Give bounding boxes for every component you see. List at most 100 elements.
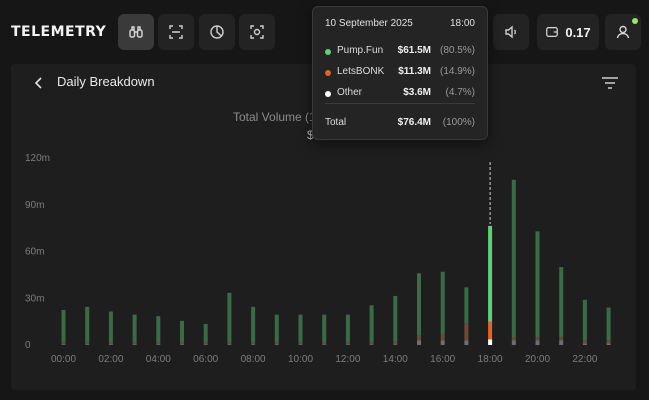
panel-title: Daily Breakdown xyxy=(57,74,155,89)
tooltip-total-label: Total xyxy=(325,117,347,128)
bar-segment-letsbonk[interactable] xyxy=(417,335,421,341)
bar-segment-letsbonk[interactable] xyxy=(511,337,516,341)
bar-segment-pump-fun[interactable] xyxy=(156,316,161,343)
bar-segment-pump-fun[interactable] xyxy=(85,306,90,343)
bar-segment-letsbonk[interactable] xyxy=(108,342,113,345)
online-status-dot xyxy=(632,18,638,24)
bar-segment-other[interactable] xyxy=(606,343,611,345)
user-button[interactable] xyxy=(605,14,641,50)
bar-segment-other[interactable] xyxy=(417,340,421,345)
x-tick-label: 12:00 xyxy=(335,354,360,365)
bar-segment-letsbonk[interactable] xyxy=(85,342,90,345)
chart-tooltip: 10 September 2025 18:00 Pump.Fun $61.5M (8… xyxy=(312,6,488,140)
bar-segment-pump-fun[interactable] xyxy=(227,292,232,343)
bar-segment-pump-fun[interactable] xyxy=(464,287,469,324)
bar-segment-letsbonk[interactable] xyxy=(132,342,137,345)
bar-segment-other[interactable] xyxy=(85,344,90,345)
x-tick-label: 06:00 xyxy=(193,354,218,365)
tooltip-row: Pump.Fun $61.5M (80.5%) xyxy=(325,45,475,59)
app-logo[interactable]: TELEMETRY xyxy=(11,24,107,40)
bar-segment-other[interactable] xyxy=(61,344,66,345)
nav-target-button[interactable] xyxy=(239,14,275,50)
bar-segment-letsbonk[interactable] xyxy=(582,340,587,344)
sound-button[interactable] xyxy=(493,14,529,50)
bar-segment-pump-fun[interactable] xyxy=(298,314,303,343)
bar-segment-letsbonk[interactable] xyxy=(274,342,279,345)
x-tick-label: 16:00 xyxy=(430,354,455,365)
bar-segment-letsbonk[interactable] xyxy=(440,334,445,341)
bar-segment-other[interactable] xyxy=(203,344,208,345)
bar-segment-other[interactable] xyxy=(156,344,161,345)
bar-segment-other[interactable] xyxy=(369,344,374,345)
nav-analytics-button[interactable] xyxy=(199,14,235,50)
bar-segment-other[interactable] xyxy=(251,344,256,345)
bar-segment-pump-fun[interactable] xyxy=(393,295,398,342)
bar-segment-pump-fun[interactable] xyxy=(582,299,587,341)
nav-scan-button[interactable] xyxy=(158,14,194,50)
wallet-button[interactable]: 0.17 xyxy=(537,14,599,50)
bar-segment-pump-fun[interactable] xyxy=(61,309,66,343)
nav-binoculars-button[interactable] xyxy=(118,14,154,50)
tooltip-row: LetsBONK $11.3M (14.9%) xyxy=(325,66,475,80)
bar-segment-other[interactable] xyxy=(274,344,279,345)
bar-segment-other[interactable] xyxy=(227,344,232,345)
bar-segment-other[interactable] xyxy=(488,339,493,345)
bar-segment-pump-fun[interactable] xyxy=(440,271,445,335)
bar-segment-other[interactable] xyxy=(345,344,350,345)
y-tick-label: 30m xyxy=(25,293,44,304)
bar-segment-other[interactable] xyxy=(535,340,540,345)
bar-segment-pump-fun[interactable] xyxy=(345,314,350,343)
bar-segment-pump-fun[interactable] xyxy=(535,231,540,338)
bar-segment-other[interactable] xyxy=(511,340,516,345)
bar-segment-pump-fun[interactable] xyxy=(488,225,493,322)
bar-segment-letsbonk[interactable] xyxy=(535,337,540,341)
bar-segment-letsbonk[interactable] xyxy=(203,342,208,345)
bar-segment-letsbonk[interactable] xyxy=(559,337,564,341)
bar-segment-other[interactable] xyxy=(298,344,303,345)
bar-segment-pump-fun[interactable] xyxy=(606,307,611,341)
bar-segment-pump-fun[interactable] xyxy=(203,323,208,343)
bar-segment-other[interactable] xyxy=(464,340,469,345)
bar-segment-letsbonk[interactable] xyxy=(156,342,161,345)
bar-segment-pump-fun[interactable] xyxy=(132,314,137,343)
bar-segment-letsbonk[interactable] xyxy=(369,342,374,345)
bar-segment-pump-fun[interactable] xyxy=(108,311,113,343)
scan-icon xyxy=(169,25,183,39)
bar-segment-pump-fun[interactable] xyxy=(511,179,516,338)
bar-segment-pump-fun[interactable] xyxy=(274,314,279,343)
bar-segment-letsbonk[interactable] xyxy=(298,342,303,345)
tooltip-series-value: $61.5M xyxy=(397,45,431,56)
target-scan-icon xyxy=(250,25,264,39)
bar-segment-letsbonk[interactable] xyxy=(464,323,469,341)
bar-segment-other[interactable] xyxy=(559,340,564,345)
bar-segment-letsbonk[interactable] xyxy=(227,342,232,345)
bar-segment-pump-fun[interactable] xyxy=(180,320,184,343)
bar-segment-other[interactable] xyxy=(440,340,445,345)
bar-segment-letsbonk[interactable] xyxy=(61,342,66,345)
bar-segment-other[interactable] xyxy=(393,344,398,345)
bar-segment-other[interactable] xyxy=(322,344,327,345)
tooltip-series-pct: (4.7%) xyxy=(445,87,475,98)
bar-segment-pump-fun[interactable] xyxy=(369,305,374,343)
bar-segment-pump-fun[interactable] xyxy=(417,273,421,336)
bar-segment-letsbonk[interactable] xyxy=(488,321,493,340)
bar-segment-letsbonk[interactable] xyxy=(606,340,611,344)
bar-segment-letsbonk[interactable] xyxy=(251,342,256,345)
filter-icon[interactable] xyxy=(601,75,619,91)
bar-segment-other[interactable] xyxy=(582,343,587,345)
total-volume-value: $ xyxy=(307,128,314,142)
pie-chart-icon xyxy=(210,25,224,39)
bar-segment-letsbonk[interactable] xyxy=(345,342,350,345)
bar-segment-letsbonk[interactable] xyxy=(322,342,327,345)
bar-segment-other[interactable] xyxy=(132,344,137,345)
bar-segment-letsbonk[interactable] xyxy=(393,341,398,345)
bar-segment-pump-fun[interactable] xyxy=(559,267,564,338)
bar-segment-other[interactable] xyxy=(180,344,184,345)
tooltip-total-pct: (100%) xyxy=(442,117,475,128)
bar-segment-other[interactable] xyxy=(108,344,113,345)
y-tick-label: 60m xyxy=(25,247,44,258)
bar-segment-pump-fun[interactable] xyxy=(251,306,256,343)
bar-segment-letsbonk[interactable] xyxy=(180,342,184,345)
back-arrow-icon[interactable] xyxy=(32,76,46,90)
bar-segment-pump-fun[interactable] xyxy=(322,314,327,343)
